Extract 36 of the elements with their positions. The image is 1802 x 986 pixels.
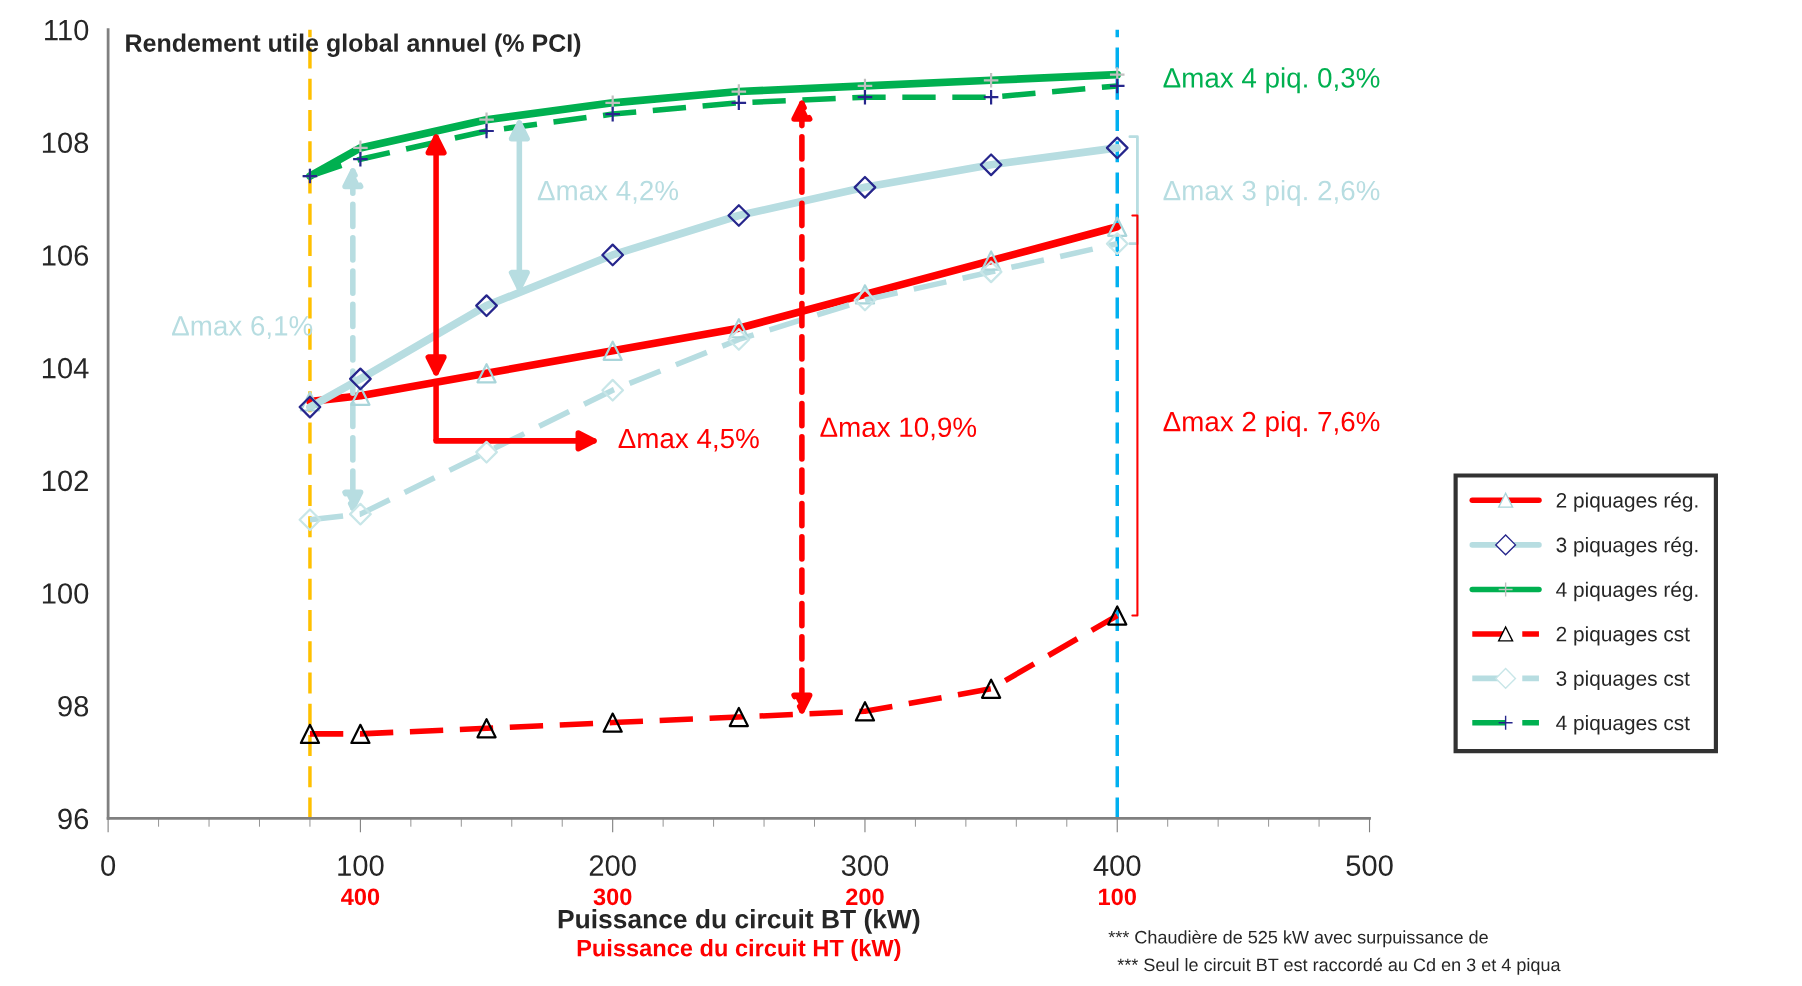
x2-tick-label: 200 (846, 888, 884, 906)
annotation: Δmax 4,5% (618, 428, 759, 452)
x-axis-title: Puissance du circuit BT (kW) (558, 909, 920, 934)
annotation: Δmax 2 piq. 7,6% (1163, 411, 1380, 437)
y-tick-label: 104 (42, 357, 89, 379)
x-tick-label: 500 (1346, 855, 1393, 876)
x2-tick-label: 100 (1099, 888, 1136, 906)
annotation: Δmax 6,1% (172, 315, 313, 339)
annotation: Δmax 4 piq. 0,3% (1163, 67, 1380, 94)
x-tick-label: 300 (841, 855, 889, 876)
legend-label: 4 piquages cst (1556, 715, 1690, 735)
text: *** Chaudière de 525 kW avec surpuissance de (1108, 930, 1488, 948)
x2-tick-label: 400 (341, 888, 380, 906)
legend-label: 2 piquages rég. (1556, 492, 1698, 512)
legend-label: 4 piquages rég. (1556, 581, 1698, 602)
x-tick-label: 100 (338, 855, 384, 876)
y-tick-label: 98 (58, 695, 89, 717)
y-tick-label: 96 (58, 808, 89, 830)
y-tick-label: 102 (42, 470, 88, 492)
y-tick-label: 110 (45, 19, 89, 41)
x-tick-label: 400 (1093, 855, 1141, 876)
legend-label: 3 piquages rég. (1556, 536, 1698, 557)
x-tick-label: 0 (101, 855, 116, 876)
y-tick-label: 108 (42, 132, 89, 154)
x2-axis-title: Puissance du circuit HT (kW) (577, 939, 901, 962)
legend-label: 3 piquages cst (1556, 670, 1690, 690)
y-tick-label: 100 (42, 583, 89, 604)
x2-tick-label: 300 (593, 888, 632, 906)
x-tick-label: 200 (589, 855, 636, 876)
annotation: Δmax 10,9% (820, 417, 977, 441)
chart-title: Rendement utile global annuel (% PCI) (126, 33, 581, 57)
text: *** Seul le circuit BT est raccordé au Cd en 3 et 4 piqua (1117, 957, 1561, 975)
y-tick-label: 106 (42, 245, 89, 266)
legend-label: 2 piquages cst (1556, 626, 1690, 646)
annotation: Δmax 4,2% (537, 180, 679, 204)
annotation: Δmax 3 piq. 2,6% (1163, 180, 1380, 206)
